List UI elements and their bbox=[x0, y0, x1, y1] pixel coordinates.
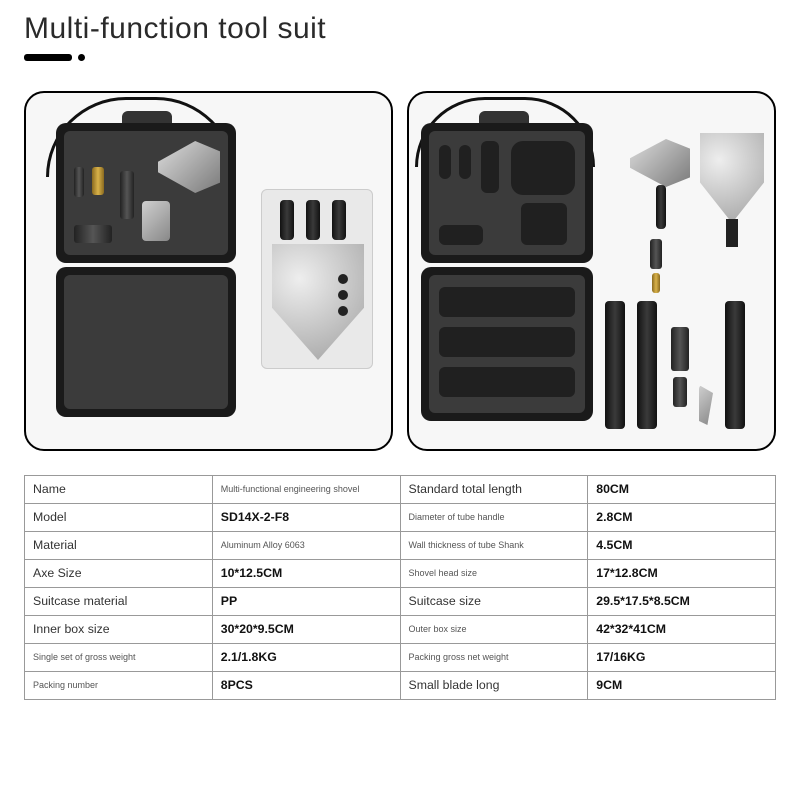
spec-value: 80CM bbox=[588, 476, 776, 504]
flashlight-icon bbox=[673, 377, 687, 407]
foam-insert bbox=[429, 131, 585, 255]
underline-dash bbox=[24, 54, 72, 61]
spec-value: SD14X-2-F8 bbox=[212, 504, 400, 532]
case-base bbox=[421, 267, 593, 421]
case-lid-open bbox=[421, 123, 593, 263]
table-row: ModelSD14X-2-F8Diameter of tube handle2.… bbox=[25, 504, 776, 532]
connector-icon bbox=[650, 239, 662, 269]
connector-icon bbox=[74, 225, 112, 243]
spec-label: Packing number bbox=[25, 672, 213, 700]
slot-icon bbox=[481, 141, 499, 193]
foam-insert bbox=[64, 131, 228, 255]
handle-tube-icon bbox=[725, 301, 745, 429]
shovel-hole-icon bbox=[338, 290, 348, 300]
handle-tube-icon bbox=[637, 301, 657, 429]
table-row: Inner box size30*20*9.5CMOuter box size4… bbox=[25, 616, 776, 644]
table-row: MaterialAluminum Alloy 6063Wall thicknes… bbox=[25, 532, 776, 560]
product-panels bbox=[24, 91, 776, 451]
spec-label: Name bbox=[25, 476, 213, 504]
brass-tip-icon bbox=[652, 273, 660, 293]
spec-label: Model bbox=[25, 504, 213, 532]
table-row: Axe Size10*12.5CMShovel head size17*12.8… bbox=[25, 560, 776, 588]
spec-value: Multi-functional engineering shovel bbox=[212, 476, 400, 504]
spec-label: Packing gross net weight bbox=[400, 644, 588, 672]
axe-slot-icon bbox=[511, 141, 575, 195]
spec-label: Suitcase material bbox=[25, 588, 213, 616]
page-title: Multi-function tool suit bbox=[24, 12, 776, 46]
spec-label: Wall thickness of tube Shank bbox=[400, 532, 588, 560]
flashlight-icon bbox=[120, 171, 134, 219]
shovel-hole-icon bbox=[338, 306, 348, 316]
shovel-card bbox=[261, 189, 373, 369]
spec-label: Outer box size bbox=[400, 616, 588, 644]
spec-label: Axe Size bbox=[25, 560, 213, 588]
spec-value: 2.1/1.8KG bbox=[212, 644, 400, 672]
handle-slot-icon bbox=[439, 367, 575, 397]
spec-value: 17/16KG bbox=[588, 644, 776, 672]
metal-part-icon bbox=[142, 201, 170, 241]
foam-base bbox=[64, 275, 228, 409]
spec-label: Small blade long bbox=[400, 672, 588, 700]
spec-label: Diameter of tube handle bbox=[400, 504, 588, 532]
handle-slot-icon bbox=[439, 327, 575, 357]
table-row: Single set of gross weight2.1/1.8KGPacki… bbox=[25, 644, 776, 672]
case-lid-open bbox=[56, 123, 236, 263]
shovel-tang-icon bbox=[726, 219, 738, 247]
spec-label: Single set of gross weight bbox=[25, 644, 213, 672]
handle-stub-3 bbox=[332, 200, 346, 240]
table-row: Packing number8PCSSmall blade long9CM bbox=[25, 672, 776, 700]
spec-value: PP bbox=[212, 588, 400, 616]
spec-label: Shovel head size bbox=[400, 560, 588, 588]
coupler-icon bbox=[671, 327, 689, 371]
table-row: Suitcase materialPPSuitcase size29.5*17.… bbox=[25, 588, 776, 616]
case-base bbox=[56, 267, 236, 417]
spec-table: NameMulti-functional engineering shovelS… bbox=[24, 475, 776, 700]
panel-right bbox=[407, 91, 776, 451]
handle-stub-2 bbox=[306, 200, 320, 240]
spec-value: 30*20*9.5CM bbox=[212, 616, 400, 644]
axe-handle-icon bbox=[656, 185, 666, 229]
spec-value: Aluminum Alloy 6063 bbox=[212, 532, 400, 560]
handle-tube-icon bbox=[605, 301, 625, 429]
knife-blade-icon bbox=[699, 385, 713, 425]
spec-value: 17*12.8CM bbox=[588, 560, 776, 588]
spec-value: 42*32*41CM bbox=[588, 616, 776, 644]
spec-value: 9CM bbox=[588, 672, 776, 700]
table-row: NameMulti-functional engineering shovelS… bbox=[25, 476, 776, 504]
spec-label: Standard total length bbox=[400, 476, 588, 504]
slot-icon bbox=[521, 203, 567, 245]
shovel-head-icon bbox=[272, 244, 364, 360]
axe-head-icon bbox=[630, 139, 690, 187]
spec-value: 10*12.5CM bbox=[212, 560, 400, 588]
spec-value: 8PCS bbox=[212, 672, 400, 700]
slot-icon bbox=[439, 145, 451, 179]
spec-label: Inner box size bbox=[25, 616, 213, 644]
spec-value: 4.5CM bbox=[588, 532, 776, 560]
panel-left bbox=[24, 91, 393, 451]
spec-label: Suitcase size bbox=[400, 588, 588, 616]
bit-icon bbox=[74, 167, 84, 197]
handle-stub-1 bbox=[280, 200, 294, 240]
spec-value: 2.8CM bbox=[588, 504, 776, 532]
slot-icon bbox=[439, 225, 483, 245]
title-underline bbox=[24, 54, 776, 61]
axe-head-icon bbox=[158, 141, 220, 193]
slot-icon bbox=[459, 145, 471, 179]
handle-slot-icon bbox=[439, 287, 575, 317]
foam-base bbox=[429, 275, 585, 413]
spec-value: 29.5*17.5*8.5CM bbox=[588, 588, 776, 616]
shovel-hole-icon bbox=[338, 274, 348, 284]
underline-dot bbox=[78, 54, 85, 61]
shovel-head-icon bbox=[700, 133, 764, 223]
spec-label: Material bbox=[25, 532, 213, 560]
brass-tip-icon bbox=[92, 167, 104, 195]
